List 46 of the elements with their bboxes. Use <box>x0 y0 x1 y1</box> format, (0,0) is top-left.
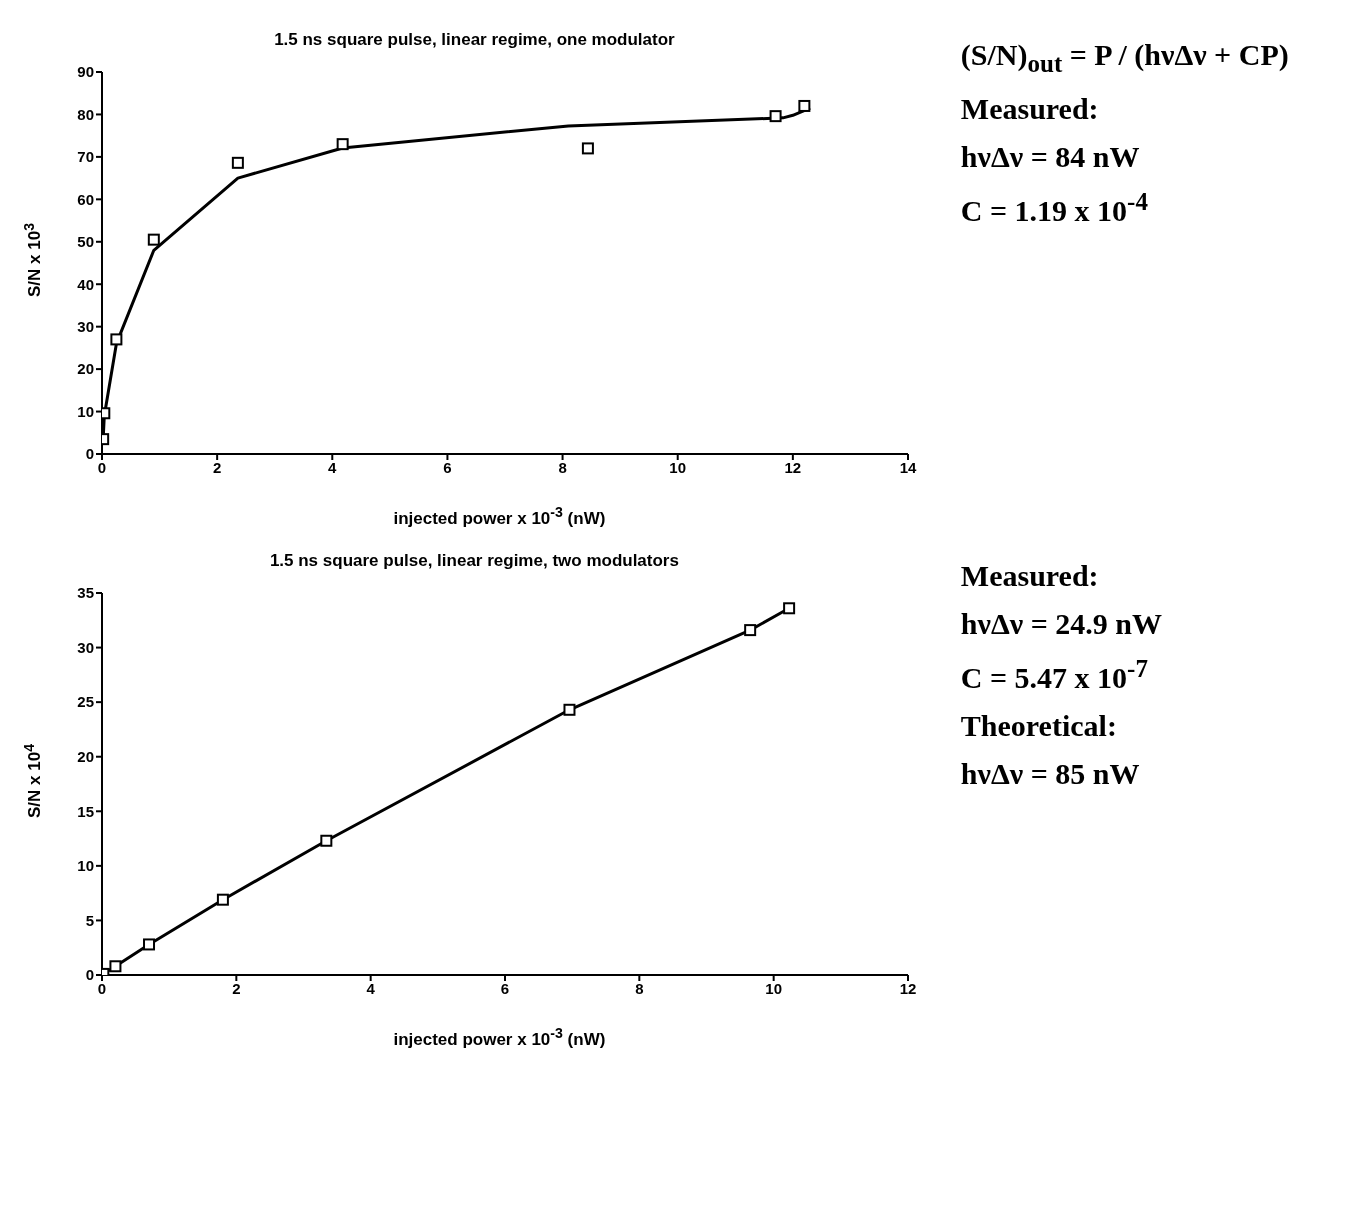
y-tick-label: 60 <box>77 190 94 208</box>
y-tick-label: 50 <box>77 233 94 251</box>
x-tick-label: 0 <box>97 979 107 997</box>
text: hνΔν = 84 nW <box>960 140 1141 174</box>
text: C = 5.47 x 10$^{-7}$ <box>960 654 1149 695</box>
x-tick-label: 6 <box>443 458 452 476</box>
y-tick-label: 80 <box>77 105 94 123</box>
text: (S/N)$_{out}$ = P / (hνΔν + CP) <box>960 38 1290 78</box>
y-tick-label: 90 <box>77 63 94 81</box>
y-tick-label: 5 <box>85 911 94 929</box>
y-tick-label: 20 <box>77 360 94 378</box>
y-tick-label: 25 <box>77 693 94 711</box>
y-tick-label: 10 <box>77 856 94 874</box>
x-tick-label: 8 <box>635 979 644 997</box>
y-tick-label: 20 <box>77 747 94 765</box>
chart-title: 1.5 ns square pulse, linear regime, two modulators <box>268 549 680 572</box>
y-tick-label: 40 <box>77 275 94 293</box>
text: hνΔν = 85 nW <box>960 756 1141 791</box>
x-tick-label: 8 <box>558 458 567 476</box>
chart-title: 1.5 ns square pulse, linear regime, one modulator <box>273 29 676 51</box>
x-tick-label: 4 <box>328 458 338 476</box>
text: Theoretical: <box>960 708 1118 743</box>
x-axis-title: injected power x 10$^{-3}$ (nW) <box>392 1023 607 1050</box>
text: Measured: <box>960 558 1100 593</box>
x-tick-label: 10 <box>669 458 687 476</box>
text: hνΔν = 24.9 nW <box>960 606 1163 641</box>
x-tick-label: 12 <box>784 458 802 476</box>
x-axis-title: injected power x 10$^{-3}$ (nW) <box>392 503 607 529</box>
x-tick-label: 0 <box>97 458 107 476</box>
y-tick-label: 0 <box>85 445 94 463</box>
text: C = 1.19 x 10$^{-4}$ <box>960 188 1149 228</box>
y-tick-label: 15 <box>77 802 94 820</box>
text: Measured: <box>960 92 1100 126</box>
y-tick-label: 35 <box>77 583 94 601</box>
y-tick-label: 30 <box>77 317 94 335</box>
x-tick-label: 4 <box>366 979 376 997</box>
x-tick-label: 6 <box>500 979 510 997</box>
x-tick-label: 2 <box>232 979 241 997</box>
x-tick-label: 2 <box>212 458 222 476</box>
x-tick-label: 14 <box>899 458 917 476</box>
x-tick-label: 12 <box>899 979 917 997</box>
x-tick-label: 10 <box>765 979 783 997</box>
y-tick-label: 10 <box>77 402 94 420</box>
y-tick-label: 70 <box>77 148 94 166</box>
y-tick-label: 30 <box>77 638 94 656</box>
y-tick-label: 0 <box>85 965 94 983</box>
